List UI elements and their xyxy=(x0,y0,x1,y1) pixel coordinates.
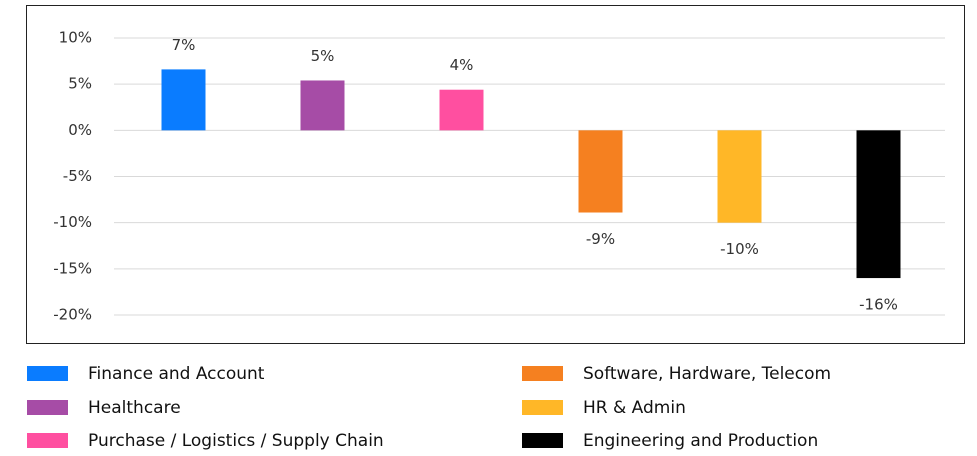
legend-swatch xyxy=(522,366,563,381)
plot-border xyxy=(26,5,965,344)
y-tick-label: 10% xyxy=(59,29,92,47)
y-tick-label: 5% xyxy=(68,75,92,93)
legend-label: Healthcare xyxy=(88,398,181,418)
legend-label: Finance and Account xyxy=(88,364,265,384)
legend-label: Software, Hardware, Telecom xyxy=(583,364,831,384)
legend-label: Engineering and Production xyxy=(583,431,818,451)
legend-swatch xyxy=(27,400,68,415)
data-label: -16% xyxy=(859,296,898,314)
bar xyxy=(439,89,484,131)
legend-swatch xyxy=(522,433,563,448)
bar xyxy=(300,80,345,131)
data-label: 7% xyxy=(172,36,196,54)
legend-swatch xyxy=(27,433,68,448)
legend-swatch xyxy=(522,400,563,415)
data-label: 5% xyxy=(311,47,335,65)
bar xyxy=(717,130,762,223)
legend-swatch xyxy=(27,366,68,381)
bar xyxy=(161,69,206,131)
y-tick-label: -10% xyxy=(53,213,92,231)
legend-label: HR & Admin xyxy=(583,398,686,418)
y-tick-label: 0% xyxy=(68,121,92,139)
y-tick-label: -15% xyxy=(53,259,92,277)
bar xyxy=(856,130,901,279)
y-tick-label: -20% xyxy=(53,306,92,324)
data-label: -9% xyxy=(586,230,615,248)
legend-label: Purchase / Logistics / Supply Chain xyxy=(88,431,384,451)
bar xyxy=(578,130,623,213)
data-label: -10% xyxy=(720,240,759,258)
data-label: 4% xyxy=(450,56,474,74)
y-tick-label: -5% xyxy=(63,167,92,185)
